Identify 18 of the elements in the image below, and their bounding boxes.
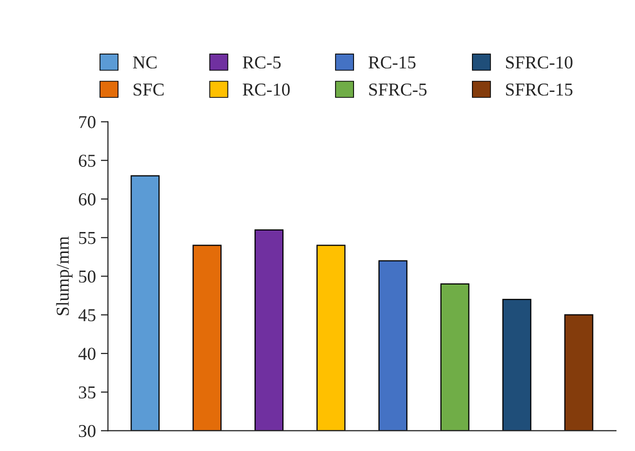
y-tick-label: 50: [79, 270, 96, 283]
legend-label: SFRC-10: [506, 56, 572, 69]
legend-label: RC-10: [242, 83, 290, 96]
legend-label: RC-5: [242, 56, 281, 69]
y-tick-label: 40: [78, 348, 96, 360]
y-tick-label: 65: [78, 154, 96, 167]
legend-label: NC: [133, 56, 157, 69]
legend-label: SFRC-15: [506, 84, 572, 96]
y-tick-label: 55: [79, 232, 96, 244]
y-axis-title: Slump/mm: [56, 236, 73, 316]
y-tick-label: 60: [78, 193, 96, 206]
legend-label: SFC: [134, 84, 164, 96]
y-tick-label: 45: [78, 309, 96, 322]
y-tick-label: 30: [78, 424, 96, 438]
y-tick-label: 35: [78, 386, 96, 399]
legend-label: SFRC-5: [369, 84, 427, 96]
legend-label: RC-15: [368, 56, 416, 69]
y-tick-label: 70: [79, 116, 96, 128]
